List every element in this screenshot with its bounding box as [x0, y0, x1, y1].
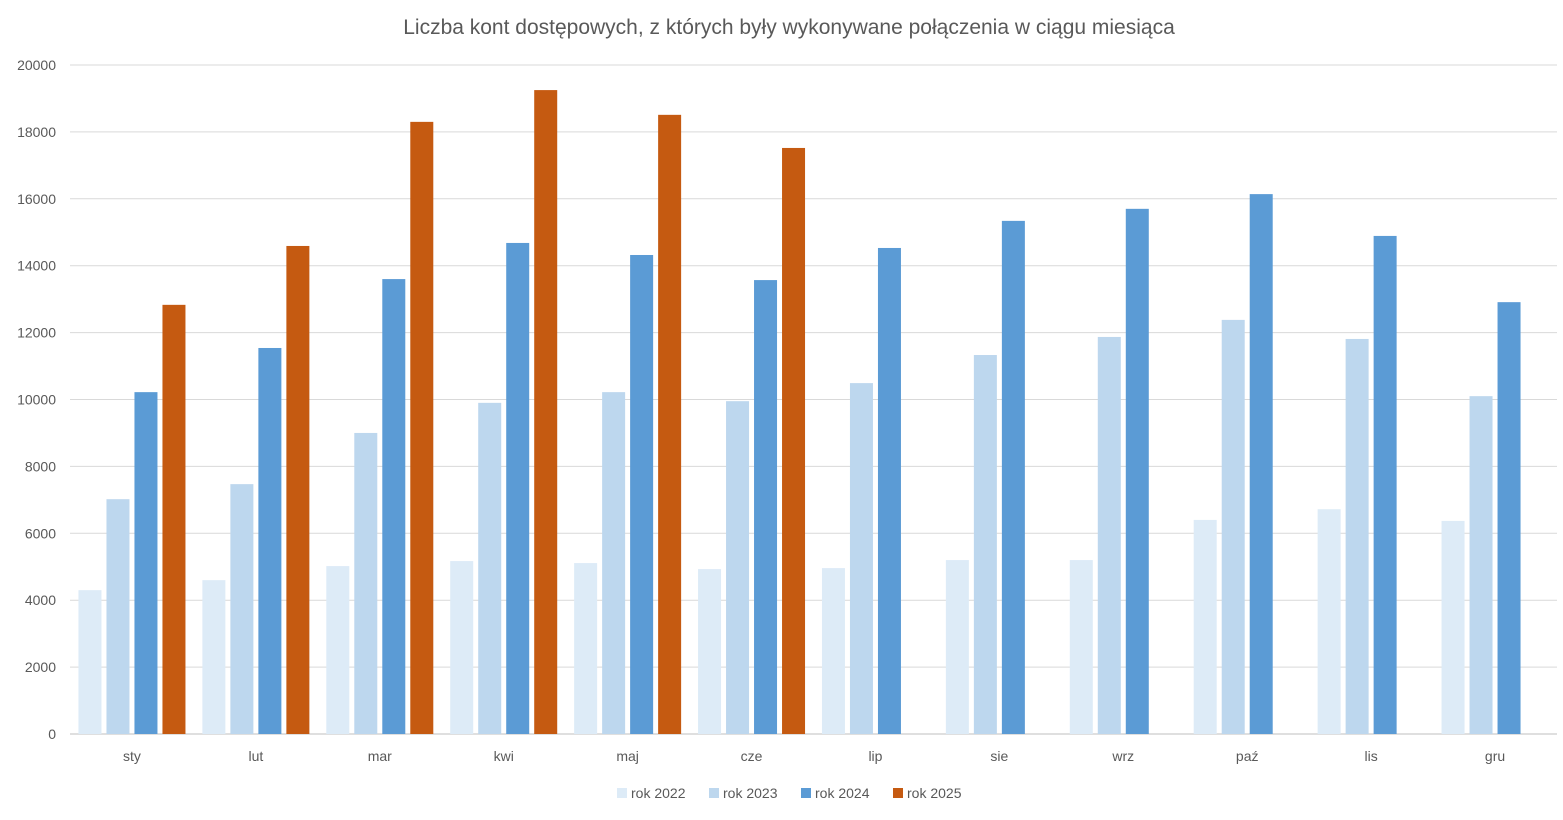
bar-rok-2023-wrz	[1097, 336, 1121, 734]
legend-label: rok 2025	[907, 785, 962, 801]
bar-rok-2023-mar	[354, 432, 378, 734]
bar-rok-2023-gru	[1469, 396, 1493, 734]
bar-rok-2023-lip	[849, 383, 873, 734]
bar-rok-2023-cze	[726, 401, 750, 734]
bar-rok-2024-cze	[754, 280, 778, 734]
y-tick-label: 4000	[25, 592, 56, 608]
bar-rok-2024-wrz	[1125, 208, 1149, 734]
y-tick-label: 0	[48, 726, 56, 742]
chart-title: Liczba kont dostępowych, z których były …	[403, 16, 1175, 39]
bar-rok-2022-gru	[1441, 520, 1465, 734]
legend-swatch	[893, 788, 903, 798]
bar-rok-2023-lis	[1345, 338, 1369, 734]
bar-rok-2022-paź	[1193, 519, 1217, 734]
bar-rok-2023-lut	[230, 484, 254, 734]
x-tick-label: paź	[1236, 748, 1259, 764]
x-tick-label: cze	[741, 748, 763, 764]
bar-rok-2025-mar	[410, 121, 434, 735]
x-tick-label: lis	[1365, 748, 1378, 764]
bar-rok-2024-mar	[382, 279, 406, 734]
legend-label: rok 2023	[723, 785, 778, 801]
x-tick-label: maj	[616, 748, 639, 764]
bar-rok-2022-lut	[202, 580, 226, 734]
bar-rok-2023-paź	[1221, 319, 1245, 734]
bar-rok-2025-lut	[286, 245, 310, 735]
bar-rok-2025-kwi	[534, 90, 558, 734]
bar-rok-2022-sty	[78, 590, 102, 734]
x-tick-label: kwi	[494, 748, 514, 764]
x-tick-label: lip	[868, 748, 882, 764]
legend-label: rok 2022	[631, 785, 686, 801]
y-tick-label: 6000	[25, 525, 56, 541]
bar-rok-2023-sie	[973, 355, 997, 734]
bar-rok-2022-cze	[698, 569, 722, 734]
y-tick-label: 16000	[17, 191, 56, 207]
bar-rok-2025-sty	[162, 304, 186, 734]
bar-rok-2022-mar	[326, 566, 350, 734]
y-tick-label: 18000	[17, 124, 56, 140]
y-tick-label: 20000	[17, 57, 56, 73]
bar-rok-2025-maj	[658, 114, 682, 734]
bar-rok-2022-lis	[1317, 509, 1341, 734]
bar-rok-2024-lip	[877, 247, 901, 734]
bar-rok-2025-cze	[782, 147, 806, 734]
bar-rok-2024-lis	[1373, 235, 1397, 734]
bar-rok-2024-paź	[1249, 194, 1273, 734]
y-tick-label: 10000	[17, 392, 56, 408]
bar-rok-2022-wrz	[1069, 560, 1093, 734]
legend-swatch	[617, 788, 627, 798]
bar-rok-2023-maj	[602, 392, 626, 734]
x-tick-label: lut	[248, 748, 263, 764]
bar-rok-2023-sty	[106, 499, 130, 734]
bar-rok-2024-kwi	[506, 242, 530, 735]
bar-rok-2022-maj	[574, 563, 598, 734]
x-tick-label: sie	[990, 748, 1008, 764]
legend-swatch	[801, 788, 811, 798]
x-tick-label: mar	[368, 748, 392, 764]
bar-rok-2022-sie	[945, 560, 969, 734]
legend-swatch	[709, 788, 719, 798]
x-tick-label: sty	[123, 748, 141, 764]
bar-rok-2023-kwi	[478, 402, 502, 734]
y-tick-label: 12000	[17, 325, 56, 341]
y-tick-label: 8000	[25, 458, 56, 474]
y-tick-label: 2000	[25, 659, 56, 675]
x-tick-label: gru	[1485, 748, 1505, 764]
bar-rok-2024-lut	[258, 347, 282, 734]
bar-rok-2022-kwi	[450, 561, 474, 734]
legend-label: rok 2024	[815, 785, 870, 801]
bar-rok-2024-sty	[134, 392, 158, 734]
y-tick-label: 14000	[17, 258, 56, 274]
x-tick-label: wrz	[1111, 748, 1134, 764]
bar-rok-2024-maj	[630, 254, 654, 734]
bar-rok-2024-sie	[1001, 220, 1025, 734]
bar-rok-2024-gru	[1497, 302, 1521, 734]
bar-rok-2022-lip	[821, 568, 845, 734]
